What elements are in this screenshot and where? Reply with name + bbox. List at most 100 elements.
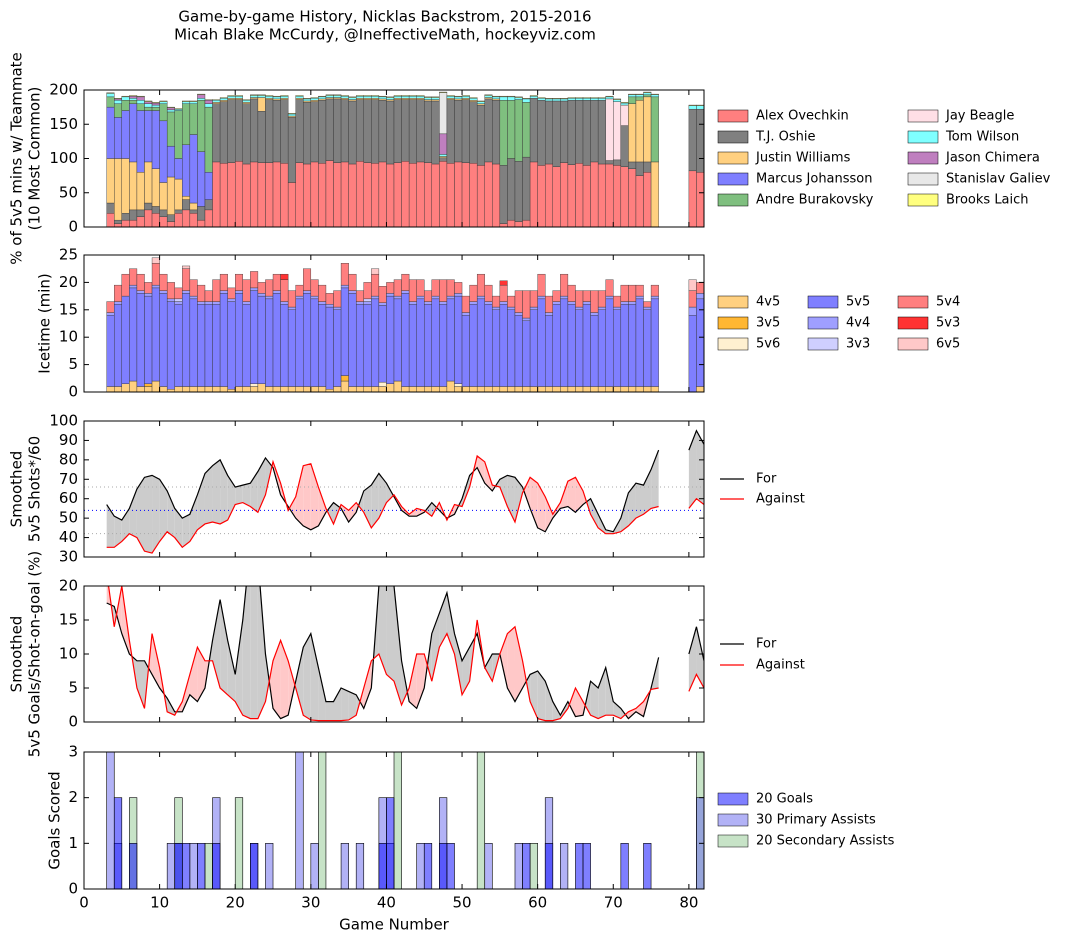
bar-segment bbox=[552, 100, 561, 167]
y-tick-label: 100 bbox=[49, 149, 78, 167]
bar-segment bbox=[265, 298, 274, 387]
bar bbox=[250, 843, 259, 889]
bar-segment bbox=[272, 386, 281, 392]
bar-segment bbox=[484, 386, 493, 392]
bar-segment bbox=[522, 98, 531, 103]
bar-segment bbox=[635, 94, 644, 98]
bar-segment bbox=[514, 290, 523, 313]
bar-segment bbox=[650, 284, 659, 297]
bar-segment bbox=[151, 206, 160, 214]
bar bbox=[310, 843, 319, 889]
plot-area bbox=[106, 752, 704, 889]
bar-segment bbox=[151, 287, 160, 382]
bar-segment bbox=[590, 290, 599, 313]
bar-segment bbox=[688, 279, 697, 291]
bar-segment bbox=[416, 99, 425, 163]
bar-segment bbox=[333, 97, 342, 100]
bar-segment bbox=[340, 263, 349, 286]
bar-segment bbox=[431, 295, 440, 300]
bar bbox=[378, 843, 387, 889]
bar-segment bbox=[484, 304, 493, 387]
bar-segment bbox=[265, 386, 274, 392]
bar-segment bbox=[537, 100, 546, 166]
bar-segment bbox=[552, 98, 561, 100]
bar-segment bbox=[635, 298, 644, 387]
bar-segment bbox=[136, 386, 145, 392]
bar-segment bbox=[545, 98, 553, 100]
bar-segment bbox=[174, 301, 183, 305]
bar-segment bbox=[250, 97, 259, 100]
bar-segment bbox=[250, 95, 259, 98]
legend-swatch bbox=[907, 151, 939, 165]
bar-segment bbox=[408, 304, 417, 387]
bar-segment bbox=[560, 386, 569, 392]
bar-segment bbox=[575, 306, 584, 310]
bar-segment bbox=[182, 386, 191, 392]
fill-between bbox=[250, 471, 258, 513]
bar-segment bbox=[522, 102, 531, 158]
bar-segment bbox=[499, 304, 508, 387]
bar-segment bbox=[537, 97, 546, 99]
bar-segment bbox=[439, 91, 448, 93]
bar-segment bbox=[476, 101, 485, 104]
bar-segment bbox=[424, 100, 433, 163]
legend-swatch bbox=[897, 337, 929, 351]
bar-segment bbox=[643, 92, 652, 95]
fill-between bbox=[462, 647, 470, 695]
bar-segment bbox=[325, 160, 334, 227]
bar-segment bbox=[348, 96, 357, 98]
axes-frame bbox=[83, 751, 705, 890]
bar-segment bbox=[219, 97, 228, 99]
bar-segment bbox=[688, 105, 697, 110]
bar bbox=[129, 843, 138, 889]
bar-segment bbox=[575, 100, 584, 164]
bar-segment bbox=[635, 161, 644, 176]
bar-segment bbox=[348, 386, 357, 392]
bar-segment bbox=[454, 98, 463, 101]
bar-segment bbox=[492, 98, 501, 101]
bar-segment bbox=[688, 306, 697, 316]
bar-segment bbox=[499, 165, 508, 224]
bar-segment bbox=[476, 103, 485, 106]
y-axis-label: % of 5v5 mins w/ Teammate bbox=[8, 52, 26, 265]
bar-segment bbox=[431, 279, 440, 297]
bar-segment bbox=[106, 386, 115, 392]
bar-segment bbox=[114, 386, 123, 392]
bar-segment bbox=[439, 386, 448, 392]
fill-between bbox=[235, 620, 243, 716]
bar-segment bbox=[643, 301, 652, 308]
bar-segment bbox=[242, 99, 251, 101]
bar-segment bbox=[363, 99, 372, 163]
bar-segment bbox=[106, 315, 115, 387]
bar-segment bbox=[371, 298, 380, 387]
bar-segment bbox=[242, 163, 251, 227]
bar-segment bbox=[250, 98, 259, 163]
bar-segment bbox=[439, 301, 448, 305]
fill-between bbox=[116, 586, 122, 634]
bar-segment bbox=[295, 99, 304, 163]
bar-segment bbox=[439, 156, 448, 159]
bar-segment bbox=[461, 95, 470, 97]
bar-segment bbox=[106, 96, 115, 108]
bar-segment bbox=[151, 284, 160, 289]
fill-between bbox=[189, 494, 198, 542]
bar-segment bbox=[628, 168, 637, 227]
fill-between bbox=[507, 475, 515, 523]
bar-segment bbox=[597, 100, 606, 165]
plot-area bbox=[106, 91, 704, 227]
bar-segment bbox=[182, 195, 191, 200]
bar-segment bbox=[514, 96, 523, 98]
bar-segment bbox=[386, 96, 395, 98]
bar-segment bbox=[204, 99, 213, 101]
bar-segment bbox=[310, 101, 319, 163]
bar-segment bbox=[257, 94, 266, 96]
bar-segment bbox=[446, 279, 455, 297]
bar-segment bbox=[643, 306, 652, 310]
bar-segment bbox=[303, 386, 312, 392]
fill-between bbox=[409, 654, 417, 709]
bar-segment bbox=[461, 98, 470, 100]
bar-segment bbox=[696, 104, 704, 106]
bar-segment bbox=[265, 99, 274, 163]
fill-between bbox=[212, 459, 221, 524]
bar-segment bbox=[469, 304, 478, 387]
